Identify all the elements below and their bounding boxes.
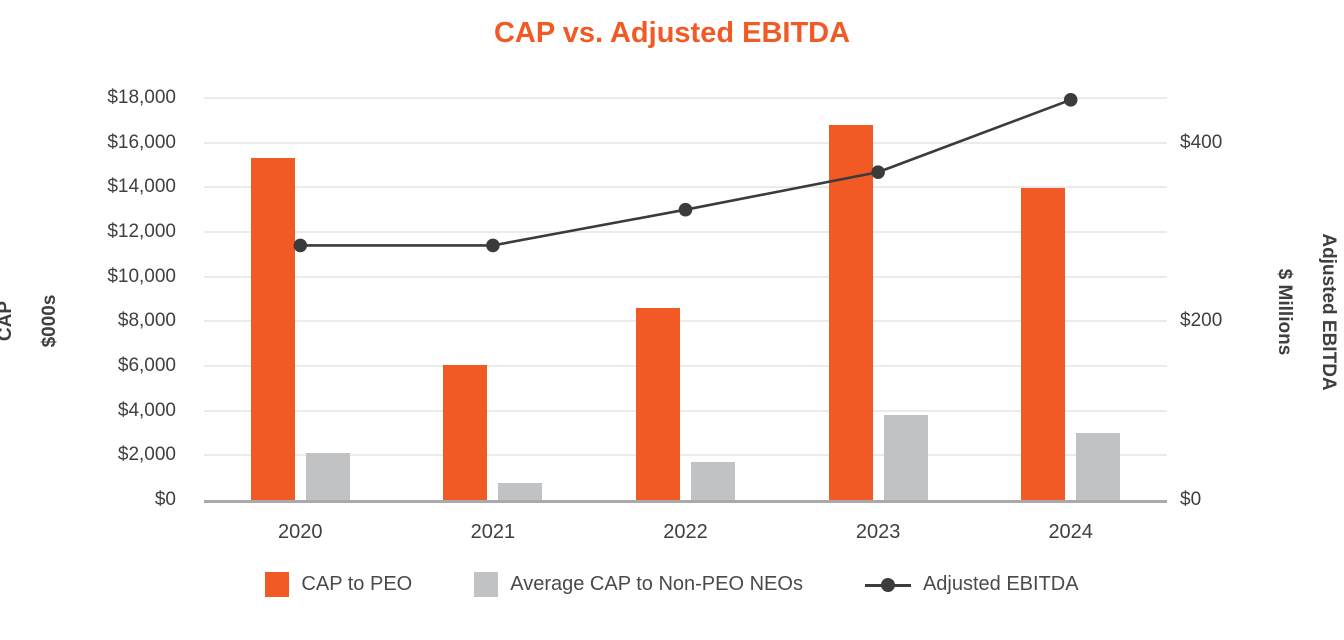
gridline-14000 <box>204 186 1167 189</box>
avg-cap-non-peo-swatch <box>474 572 499 597</box>
legend-item-adjusted-ebitda: Adjusted EBITDA <box>864 573 1079 596</box>
gridline-8000 <box>204 320 1167 323</box>
x-tick-2024: 2024 <box>1048 521 1093 543</box>
bar-cap-to-peo-2024 <box>1021 188 1066 500</box>
adjusted-ebitda-point-2023 <box>871 165 885 179</box>
gridline-12000 <box>204 231 1167 233</box>
x-tick-2020: 2020 <box>278 521 323 543</box>
gridline-2000 <box>204 454 1167 457</box>
left-tick-14000: $14,000 <box>107 176 176 198</box>
bar-avg-cap-non-peo-2024 <box>1076 433 1121 500</box>
right-axis-title-line2: $ Millions <box>1274 268 1295 356</box>
x-tick-2023: 2023 <box>855 521 901 543</box>
legend-label-adjusted-ebitda: Adjusted EBITDA <box>922 573 1079 595</box>
cap-to-peo-swatch <box>265 572 290 597</box>
bar-avg-cap-non-peo-2021 <box>498 483 543 500</box>
x-tick-2021: 2021 <box>470 521 516 543</box>
adjusted-ebitda-line-marker <box>864 577 911 592</box>
right-tick-200: $200 <box>1180 310 1223 332</box>
left-tick-2000: $2,000 <box>117 444 176 466</box>
gridline-4000 <box>204 409 1167 412</box>
legend-label-avg-cap-non-peo: Average CAP to Non-PEO NEOs <box>510 573 803 595</box>
bar-avg-cap-non-peo-2020 <box>305 453 350 500</box>
left-tick-6000: $6,000 <box>117 355 176 376</box>
bar-cap-to-peo-2021 <box>443 364 488 500</box>
chart-legend: CAP to PEO Average CAP to Non-PEO NEOs A… <box>0 572 1344 597</box>
adjusted-ebitda-point-2021 <box>486 238 500 253</box>
right-axis-title-line1: Adjusted EBITDA <box>1318 233 1339 391</box>
bar-avg-cap-non-peo-2023 <box>883 415 928 500</box>
bar-cap-to-peo-2022 <box>636 307 680 500</box>
adjusted-ebitda-point-2024 <box>1063 92 1078 107</box>
left-tick-10000: $10,000 <box>107 265 176 287</box>
bar-cap-to-peo-2020 <box>250 158 295 500</box>
bar-cap-to-peo-2023 <box>828 124 873 500</box>
gridline-10000 <box>204 275 1167 278</box>
right-tick-400: $400 <box>1180 131 1223 153</box>
left-tick-0: $0 <box>154 489 176 510</box>
gridline-6000 <box>204 365 1167 367</box>
plot-area <box>204 92 1167 503</box>
chart-title: CAP vs. Adjusted EBITDA <box>493 17 851 49</box>
right-tick-0: $0 <box>1180 489 1202 510</box>
legend-item-cap-to-peo: CAP to PEO <box>265 572 412 597</box>
left-tick-16000: $16,000 <box>107 131 176 153</box>
left-tick-18000: $18,000 <box>107 87 176 108</box>
legend-label-cap-to-peo: CAP to PEO <box>301 573 413 595</box>
right-axis-title: Adjusted EBITDA $ Millions <box>1273 152 1339 472</box>
bar-avg-cap-non-peo-2022 <box>691 462 735 500</box>
left-tick-8000: $8,000 <box>117 310 176 332</box>
adjusted-ebitda-line <box>293 92 1078 253</box>
gridline-16000 <box>204 141 1167 144</box>
left-tick-12000: $12,000 <box>107 221 176 242</box>
left-tick-4000: $4,000 <box>117 399 176 421</box>
x-tick-2022: 2022 <box>663 521 708 543</box>
adjusted-ebitda-point-2022 <box>678 202 693 217</box>
legend-item-avg-cap-non-peo: Average CAP to Non-PEO NEOs <box>474 572 803 597</box>
gridline-18000 <box>204 97 1167 99</box>
adjusted-ebitda-point-2020 <box>293 238 308 253</box>
